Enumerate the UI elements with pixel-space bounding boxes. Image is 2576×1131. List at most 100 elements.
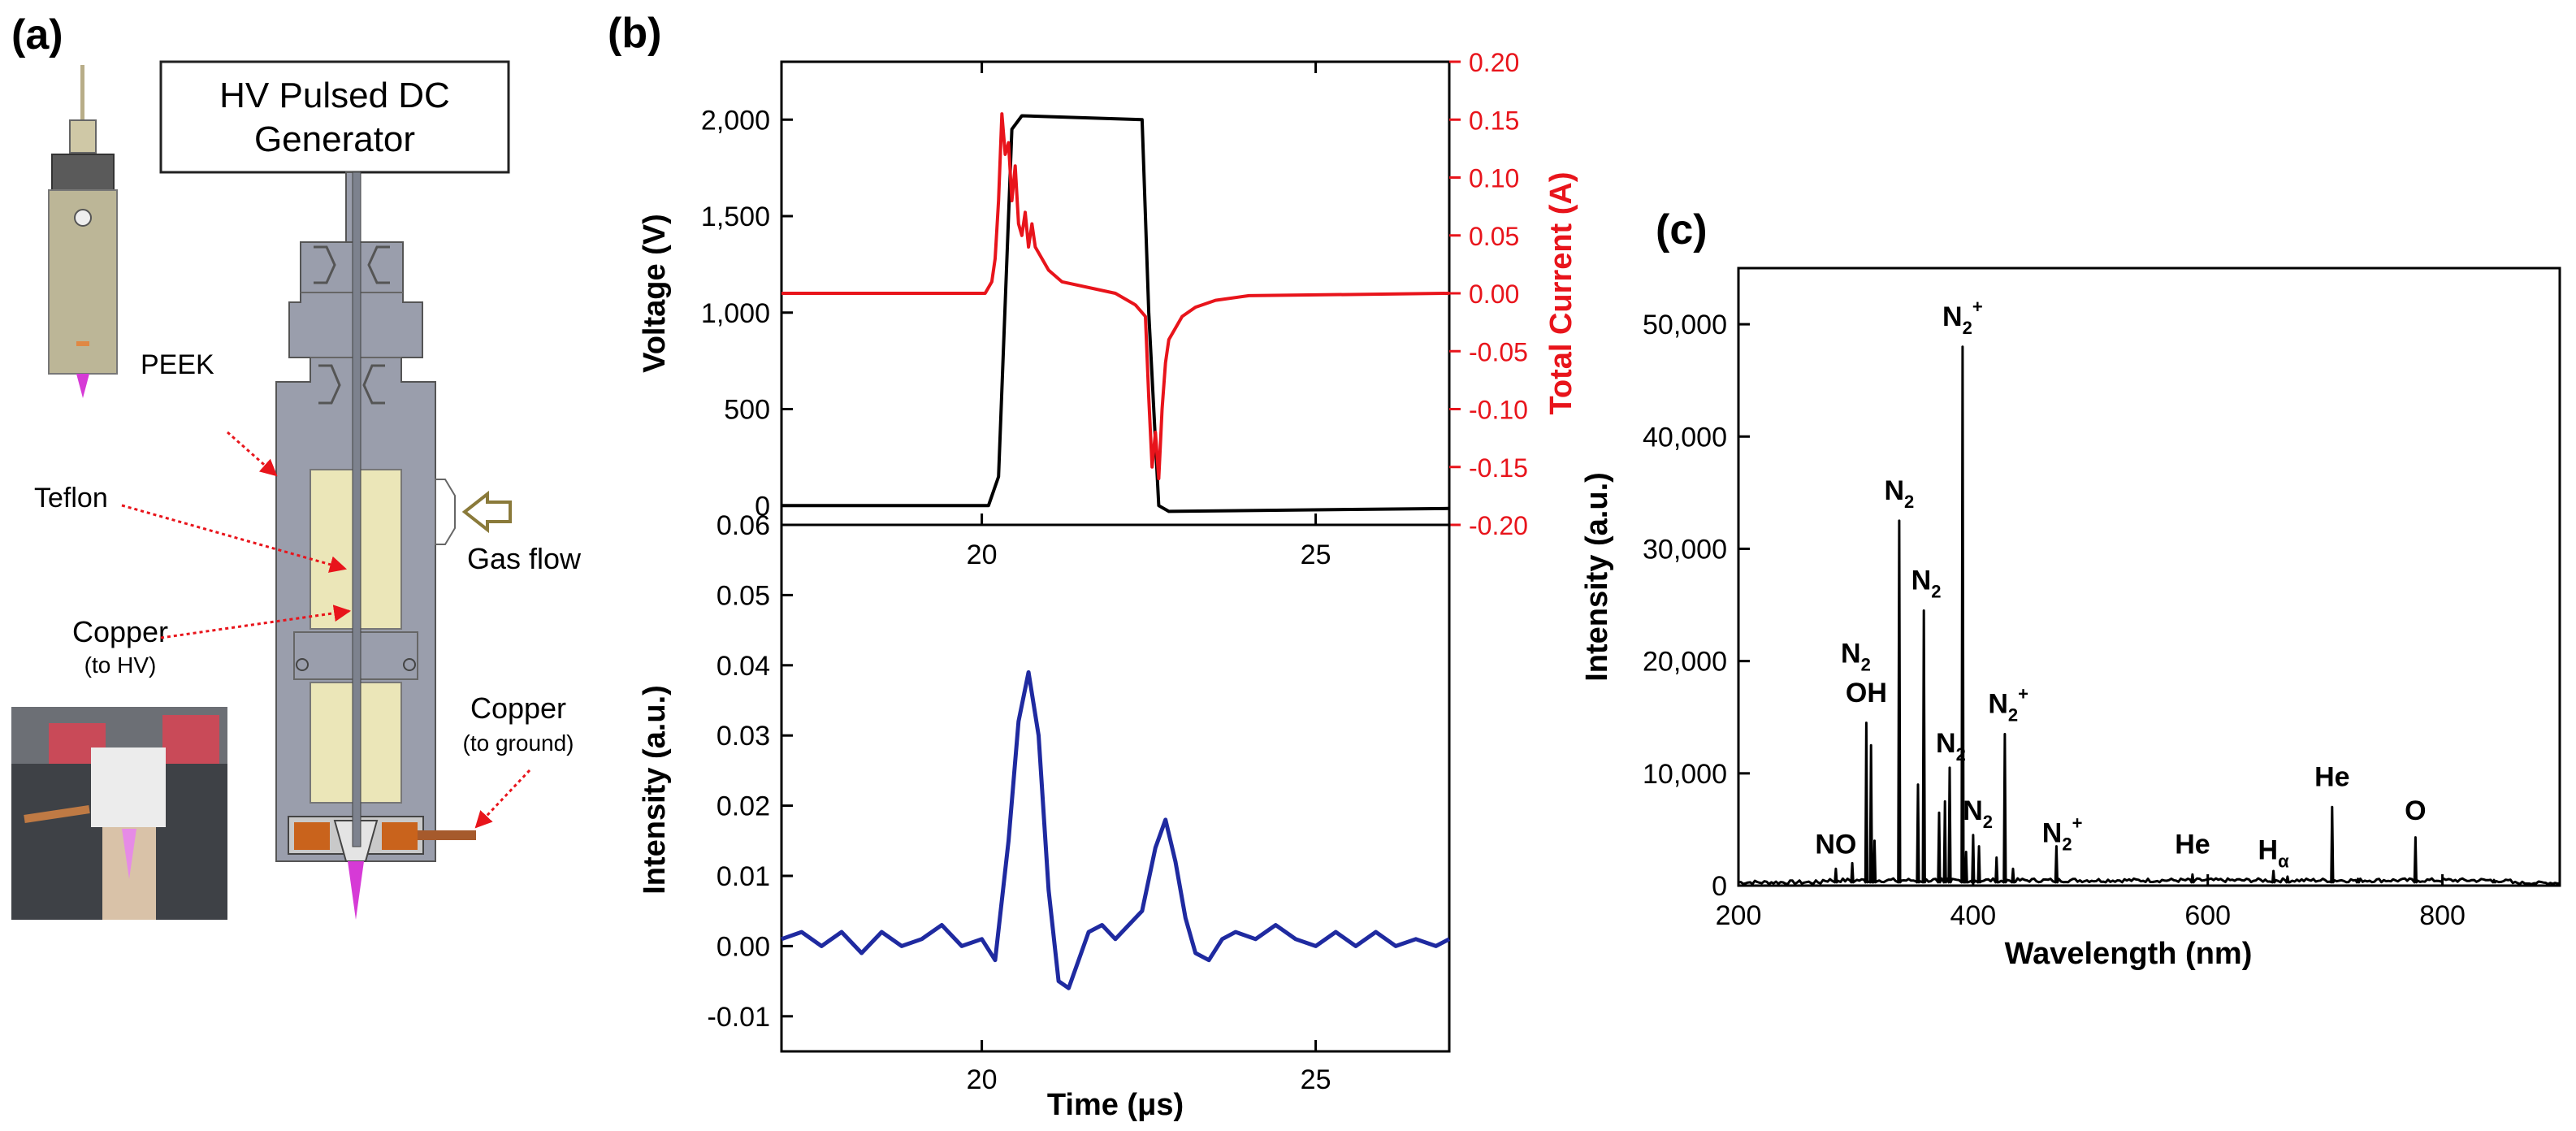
gas-inlet bbox=[435, 479, 456, 545]
arrow-peek bbox=[227, 431, 278, 477]
c-peak-label: NO bbox=[1815, 829, 1856, 860]
c-ylabel: Intensity (a.u.) bbox=[1580, 472, 1614, 682]
c-peak-label: OH bbox=[1846, 678, 1887, 708]
c-y-tick-label: 20,000 bbox=[1643, 647, 1727, 678]
gas-flow-arrow-icon bbox=[461, 490, 512, 534]
panel-b-label: (b) bbox=[608, 10, 661, 57]
label-copper-ground: Copper bbox=[470, 691, 566, 725]
b-top-x-tick-label: 25 bbox=[1301, 540, 1331, 570]
c-peak-label: N2+ bbox=[2042, 813, 2083, 855]
b-bottom-y-tick-label: 0.05 bbox=[717, 580, 770, 611]
device-screw bbox=[74, 209, 92, 227]
b-bottom-y-ticks: -0.01 0.00 0.01 0.02 0.03 0.04 0.05 0.06 bbox=[708, 510, 793, 1033]
b-top-y-ticks: 0 500 1,000 1,500 2,000 bbox=[701, 105, 793, 522]
label-gas-flow: Gas flow bbox=[467, 542, 582, 575]
label-peek: PEEK bbox=[141, 349, 214, 380]
c-x-tick-label: 200 bbox=[1716, 900, 1762, 931]
b-top-ylabel: Voltage (V) bbox=[638, 214, 672, 373]
b-top-y2-tick-label: 0.05 bbox=[1469, 222, 1519, 251]
c-plot-frame bbox=[1737, 266, 2561, 887]
c-y-tick-label: 10,000 bbox=[1643, 759, 1727, 790]
label-copper-hv: Copper bbox=[72, 615, 168, 648]
b-top-x-ticks: 20 25 bbox=[967, 62, 1331, 570]
device-connector bbox=[69, 119, 97, 154]
c-peak-label: N2 bbox=[1841, 638, 1871, 674]
c-xlabel: Wavelength (nm) bbox=[2005, 937, 2253, 971]
series-intensity-line bbox=[781, 670, 1451, 990]
thread-3 bbox=[318, 364, 341, 405]
label-copper-ground-sub: (to ground) bbox=[463, 730, 574, 756]
b-top-y2-tick-label: 0.15 bbox=[1469, 106, 1519, 135]
b-bottom-plot-frame bbox=[780, 523, 1451, 1053]
c-peak-label: O bbox=[2405, 795, 2426, 826]
generator-label-line2: Generator bbox=[254, 119, 415, 159]
b-bottom-y-tick-label: 0.03 bbox=[717, 721, 770, 752]
device-tip bbox=[76, 341, 89, 346]
c-peak-label: He bbox=[2314, 761, 2349, 792]
copper-ground-left bbox=[294, 822, 330, 850]
device-nut bbox=[51, 154, 115, 191]
c-y-tick-label: 0 bbox=[1712, 871, 1727, 902]
jet-cross-section bbox=[275, 171, 476, 920]
label-teflon: Teflon bbox=[34, 483, 108, 514]
c-x-tick-label: 600 bbox=[2184, 900, 2231, 931]
generator-label-line1: HV Pulsed DC bbox=[219, 76, 450, 115]
b-top-y2-tick-label: 0.20 bbox=[1469, 48, 1519, 77]
photo-teflon-tube bbox=[91, 748, 166, 827]
oring-left bbox=[296, 658, 309, 671]
b-top-y2-tick-label: 0.00 bbox=[1469, 280, 1519, 309]
c-x-tick-label: 800 bbox=[2419, 900, 2466, 931]
photo-plasma bbox=[122, 829, 136, 879]
b-top-x-tick-label: 20 bbox=[967, 540, 998, 570]
c-peak-label: N2+ bbox=[1988, 684, 2028, 726]
b-bottom-x-tick-label: 20 bbox=[967, 1064, 998, 1095]
photo-copper-wire bbox=[24, 805, 90, 823]
c-peak-label: N2 bbox=[1963, 795, 1993, 832]
c-peak-label: N2+ bbox=[1942, 297, 1983, 338]
b-bottom-y-tick-label: 0.06 bbox=[717, 510, 770, 541]
c-peak-label: N2 bbox=[1936, 728, 1966, 765]
arrow-copper-ground bbox=[474, 769, 531, 829]
series-total-current-line bbox=[781, 112, 1450, 480]
device-plasma bbox=[76, 374, 89, 398]
b-top-y-tick-label: 0 bbox=[755, 491, 770, 522]
device-wire bbox=[80, 65, 84, 122]
plasma-jet bbox=[348, 861, 364, 920]
b-bottom-y-tick-label: 0.00 bbox=[717, 931, 770, 962]
c-peak-label: He bbox=[2175, 829, 2210, 860]
b-bottom-y-tick-label: 0.02 bbox=[717, 791, 770, 822]
ground-wire bbox=[418, 830, 476, 840]
c-y-tick-label: 30,000 bbox=[1643, 534, 1727, 565]
b-top-y2-tick-label: -0.10 bbox=[1469, 396, 1528, 425]
b-top-y2-tick-label: -0.05 bbox=[1469, 337, 1528, 366]
c-peak-annotations: NO OH N2 N2 N2 N2+ N2 N2 N2+ N2+ He Hα He O bbox=[1815, 297, 2426, 871]
b-bottom-y-tick-label: 0.04 bbox=[717, 651, 770, 682]
hv-electrode-rod bbox=[352, 171, 362, 847]
c-y-tick-label: 50,000 bbox=[1643, 310, 1727, 340]
b-top-y-tick-label: 1,500 bbox=[701, 202, 770, 232]
copper-ground-right bbox=[382, 822, 418, 850]
chart-b-bottom: 20 25 -0.010.000.010.020.030.040.050.06 I… bbox=[638, 510, 1451, 1122]
panel-a-label: (a) bbox=[11, 11, 63, 58]
thread-2 bbox=[367, 245, 390, 284]
arrow-copper-hv bbox=[160, 604, 352, 639]
thread-4 bbox=[362, 364, 385, 405]
series-spectrum-line bbox=[1738, 345, 2561, 886]
panel-c: (c) 200 400 600 800 0 10,000 20,000 30,000 40,0… bbox=[1580, 206, 2561, 971]
c-y-tick-label: 40,000 bbox=[1643, 422, 1727, 453]
b-top-y2-tick-label: -0.20 bbox=[1469, 511, 1528, 540]
b-bottom-x-ticks: 20 25 bbox=[967, 1040, 1331, 1095]
device-photo bbox=[48, 65, 118, 398]
c-peak-label: Hα bbox=[2258, 834, 2290, 871]
c-peak-label: N2 bbox=[1884, 475, 1914, 512]
panel-c-label: (c) bbox=[1656, 206, 1708, 254]
b-top-y2-tick-label: 0.10 bbox=[1469, 164, 1519, 193]
c-peak-label: N2 bbox=[1911, 566, 1942, 602]
label-copper-hv-sub: (to HV) bbox=[84, 652, 157, 678]
b-bottom-x-tick-label: 25 bbox=[1301, 1064, 1331, 1095]
c-x-tick-label: 400 bbox=[1950, 900, 1996, 931]
photo-clamp-right bbox=[162, 715, 219, 764]
